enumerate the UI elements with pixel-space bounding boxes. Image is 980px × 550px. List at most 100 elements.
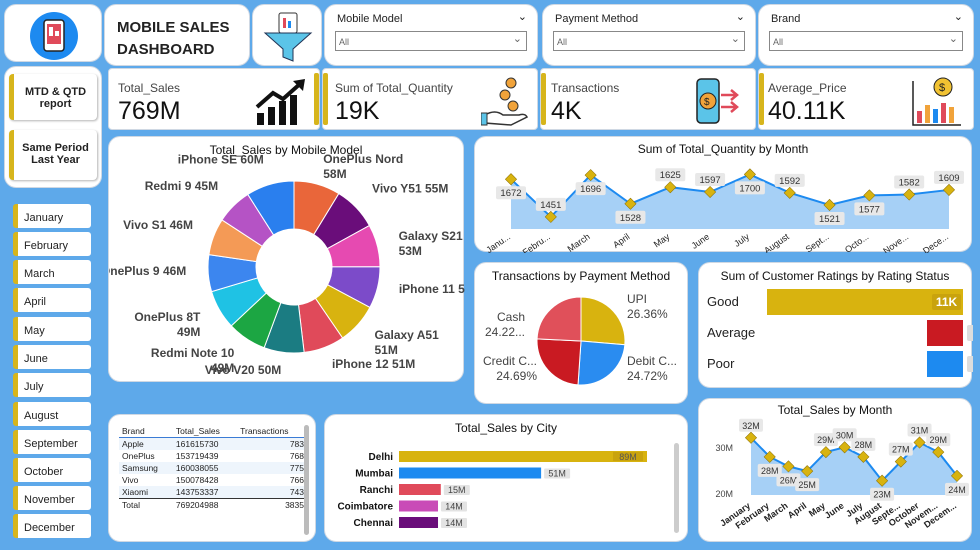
kpi-transactions: Transactions 4K $ <box>540 68 756 130</box>
data-label: 1521 <box>819 214 840 225</box>
data-label: 25M <box>798 480 816 490</box>
chart-title: Total_Sales by City <box>454 421 558 435</box>
donut-label: Galaxy A51 51M <box>374 328 439 357</box>
slicer-dropdown[interactable]: All ⌄ <box>769 31 963 51</box>
slicer-dropdown[interactable]: All ⌄ <box>335 31 527 51</box>
bar <box>927 320 963 346</box>
category-label: Chennai <box>354 518 394 529</box>
slicer-dropdown[interactable]: All ⌄ <box>553 31 745 51</box>
table-cell: Xiaomi <box>122 487 148 497</box>
category-label: June <box>823 500 846 520</box>
month-button[interactable]: February <box>13 232 91 256</box>
data-point <box>782 460 795 473</box>
pie-slice <box>577 340 626 386</box>
dollar-bars-icon: $ <box>912 77 961 126</box>
column-header[interactable]: Transactions <box>240 426 289 436</box>
data-label: 29M <box>817 435 835 445</box>
label-bg <box>613 452 643 461</box>
kpi-label: Average_Price <box>768 81 847 95</box>
data-point <box>544 210 557 223</box>
label-bg <box>932 294 961 310</box>
mtd-qtd-button[interactable]: MTD & QTD report <box>9 74 97 120</box>
accent-bar <box>323 73 328 125</box>
month-button[interactable]: September <box>13 430 91 454</box>
slicer-brand[interactable]: Brand ⌄ All ⌄ <box>758 4 974 66</box>
phone-transfer-icon: $ <box>696 78 739 124</box>
data-point <box>783 186 796 199</box>
phone-logo-icon <box>30 12 78 60</box>
label-bg <box>814 211 845 225</box>
chevron-down-icon[interactable]: ⌄ <box>735 11 745 23</box>
pie-slice <box>536 338 582 386</box>
data-point <box>863 189 876 202</box>
chart-quantity-by-month: Sum of Total_Quantity by Month 1672 Janu.… <box>474 136 972 253</box>
label-bg <box>907 423 932 437</box>
kpi-total-sales: Total_Sales 769M <box>108 68 320 130</box>
column-header[interactable]: Total_Sales <box>175 426 220 436</box>
label-bg <box>739 418 763 432</box>
data-point <box>763 450 776 463</box>
series-line <box>510 173 950 219</box>
data-point <box>857 450 870 463</box>
table-cell: Total <box>122 500 140 510</box>
month-button[interactable]: December <box>13 514 91 538</box>
slicer-mobile-model[interactable]: Mobile Model ⌄ All ⌄ <box>324 4 538 66</box>
table-cell: 775 <box>289 463 304 473</box>
data-label: 31M <box>911 426 929 436</box>
month-button[interactable]: October <box>13 458 91 482</box>
bar <box>399 451 647 462</box>
clear-filter-button[interactable] <box>252 4 322 66</box>
chart-sales-by-city: Total_Sales by City Delhi 89M Mumbai 51M Ran… <box>324 414 688 542</box>
donut-label: OnePlus Nord 58M <box>323 152 403 181</box>
label-bg <box>441 501 468 512</box>
month-button[interactable]: November <box>13 486 91 510</box>
donut-label: Galaxy S21 53M <box>399 229 463 258</box>
kpi-label: Total_Sales <box>118 81 181 95</box>
data-point <box>584 169 597 182</box>
y-tick-label: 20M <box>715 489 733 499</box>
category-label: Coimbatore <box>337 502 393 513</box>
data-label: 30M <box>836 430 854 440</box>
table-total-row: Total 769204988 3835 <box>119 498 307 512</box>
data-label: 1672 <box>500 188 521 199</box>
month-button[interactable]: January <box>13 204 91 228</box>
category-label: Delhi <box>369 452 394 463</box>
same-period-button[interactable]: Same Period Last Year <box>9 130 97 180</box>
label-bg <box>655 168 686 182</box>
label-bg <box>854 202 885 216</box>
category-label: Nove... <box>881 231 910 253</box>
category-label: Good <box>707 294 739 309</box>
label-bg <box>967 356 973 372</box>
category-label: May <box>652 231 672 249</box>
accent-bar <box>759 73 764 125</box>
kpi-label: Sum of Total_Quantity <box>335 81 453 95</box>
chevron-down-icon[interactable]: ⌄ <box>953 11 963 23</box>
data-label: 89M <box>619 452 637 462</box>
month-button[interactable]: June <box>13 345 91 369</box>
label-bg <box>813 433 838 447</box>
svg-text:$: $ <box>704 97 710 108</box>
pie-value: 24.22... <box>485 325 525 339</box>
table-row: Apple 161615730 783 <box>119 437 307 450</box>
data-label: 11K <box>936 295 958 309</box>
label-bg <box>894 175 925 189</box>
label-bg <box>615 210 646 224</box>
donut-label: OnePlus 8T 49M <box>134 310 201 339</box>
data-label: 1609 <box>938 173 959 184</box>
slicer-value: All <box>773 37 784 47</box>
table-row: Vivo 150078428 766 <box>119 474 307 486</box>
chevron-down-icon[interactable]: ⌄ <box>517 11 527 23</box>
category-label: July <box>732 231 751 249</box>
table-scrollbar[interactable] <box>304 425 309 535</box>
month-button[interactable]: August <box>13 402 91 426</box>
month-button[interactable]: March <box>13 260 91 284</box>
chart-scrollbar[interactable] <box>674 443 679 533</box>
funnel-icon <box>263 12 313 62</box>
slicer-payment-method[interactable]: Payment Method ⌄ All ⌄ <box>542 4 756 66</box>
column-header[interactable]: Brand <box>122 426 145 436</box>
month-button[interactable]: May <box>13 317 91 341</box>
month-button[interactable]: April <box>13 288 91 312</box>
month-button[interactable]: July <box>13 373 91 397</box>
label-bg <box>774 173 805 187</box>
